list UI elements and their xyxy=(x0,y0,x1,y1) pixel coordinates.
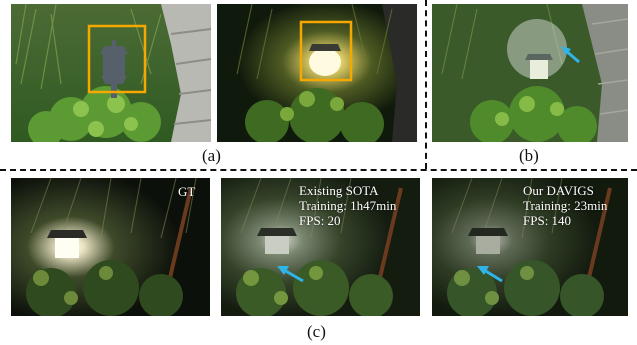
label-sota-method: Existing SOTA xyxy=(299,183,379,198)
arrow xyxy=(483,268,503,283)
divider-horizontal xyxy=(0,169,637,171)
photo-sota xyxy=(221,178,420,316)
photo-a-day xyxy=(11,4,211,142)
label-ours-training: Training: 23min xyxy=(523,198,608,213)
label-sota: Existing SOTA Training: 1h47min FPS: 20 xyxy=(299,183,396,228)
highlight-box xyxy=(299,20,353,82)
label-gt: GT xyxy=(178,184,196,199)
photo-b-artifact xyxy=(432,4,628,142)
photo-a-night xyxy=(217,4,417,142)
arrow xyxy=(283,268,304,283)
label-ours: Our DAVIGS Training: 23min FPS: 140 xyxy=(523,183,607,228)
caption-c: (c) xyxy=(307,322,326,341)
photo-ours xyxy=(432,178,628,316)
label-sota-training: Training: 1h47min xyxy=(299,198,397,213)
label-sota-fps: FPS: 20 xyxy=(299,213,341,228)
divider-vertical xyxy=(425,0,427,169)
highlight-box xyxy=(87,24,147,94)
label-ours-fps: FPS: 140 xyxy=(523,213,572,228)
caption-a: (a) xyxy=(202,146,221,165)
photo-gt xyxy=(11,178,210,316)
label-ours-method: Our DAVIGS xyxy=(523,183,594,198)
caption-b: (b) xyxy=(519,146,539,165)
